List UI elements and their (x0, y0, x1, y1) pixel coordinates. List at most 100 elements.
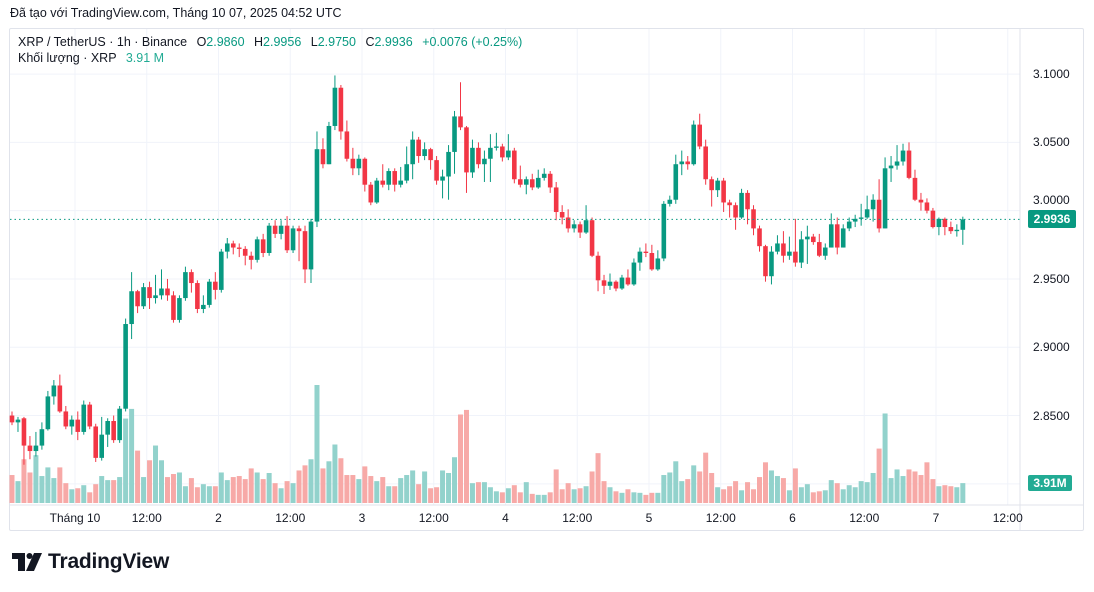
candle (290, 225, 296, 253)
volume-bar (326, 461, 332, 503)
volume-bar (33, 455, 39, 503)
volume-bar (810, 492, 816, 503)
volume-bar (900, 476, 906, 503)
candle-body (577, 224, 583, 233)
candle (601, 274, 607, 294)
candle (452, 110, 457, 174)
volume-bar (649, 492, 655, 503)
candle-body (87, 404, 93, 427)
candle (254, 236, 260, 263)
volume-bar (930, 479, 936, 503)
volume-bar (129, 408, 135, 503)
candle-body (446, 151, 451, 177)
candle (183, 266, 188, 301)
candle-body (111, 421, 116, 441)
candle-body (69, 419, 75, 427)
volume-bar (428, 488, 434, 503)
candle-body (416, 139, 421, 157)
candle-body (248, 255, 254, 260)
volume-bar (589, 471, 595, 503)
volume-bar (685, 479, 691, 503)
volume-bar (410, 470, 416, 503)
volume-bar (81, 485, 87, 503)
candle-body (63, 411, 69, 427)
volume-bar (625, 489, 631, 503)
close-label: C (365, 35, 375, 49)
candle-body (781, 243, 786, 256)
grid-lines (10, 29, 1020, 505)
volume-bars (9, 385, 966, 503)
candle (386, 168, 392, 191)
candle-body (643, 251, 649, 253)
volume-bar (170, 474, 176, 503)
candle (260, 233, 266, 258)
candle-body (302, 231, 308, 270)
current-volume-label: 3.91M (1028, 475, 1072, 491)
candle (733, 202, 738, 230)
candle-body (242, 248, 248, 256)
candle (39, 422, 45, 450)
candle (87, 401, 93, 430)
volume-bar (631, 492, 637, 503)
volume-bar (302, 465, 308, 503)
candle-body (601, 280, 607, 286)
candle (709, 176, 714, 207)
tradingview-logo[interactable]: TradingView (12, 550, 169, 574)
candle-body (422, 149, 427, 157)
price-tick-label: 2.8500 (1033, 408, 1070, 423)
volume-bar (786, 490, 792, 503)
volume-bar (852, 487, 858, 503)
volume-bar (774, 476, 780, 503)
candle (751, 205, 756, 236)
candle (494, 132, 499, 151)
volume-legend[interactable]: Khối lượng · XRP 3.91 M (18, 51, 164, 66)
candle (565, 209, 571, 233)
time-tick-label: 5 (645, 511, 653, 525)
candle (45, 390, 51, 431)
candle (547, 171, 553, 193)
candle-body (308, 221, 314, 270)
volume-bar (51, 478, 57, 503)
candle-body (852, 218, 858, 222)
volume-bar (380, 477, 386, 503)
candle-body (464, 127, 469, 173)
candle (811, 233, 816, 245)
candle (111, 415, 116, 443)
volume-bar (188, 478, 194, 503)
candle-body (565, 217, 571, 229)
volume-bar (356, 479, 362, 503)
candle-body (954, 229, 960, 232)
volume-bar (230, 477, 236, 503)
volume-bar (212, 486, 218, 503)
volume-bar (655, 492, 661, 503)
candle-body (452, 116, 457, 152)
candle (195, 280, 200, 314)
candle-body (751, 209, 756, 229)
volume-bar (768, 470, 774, 503)
candle-body (362, 158, 368, 185)
candle (81, 400, 87, 435)
candle-body (769, 251, 774, 277)
open-value: 2.9860 (206, 35, 245, 49)
candle-body (673, 164, 679, 200)
candle (631, 258, 637, 286)
volume-bar (858, 481, 864, 503)
candle (434, 156, 439, 185)
candle (470, 139, 475, 178)
candle (374, 177, 380, 204)
candle (852, 214, 858, 228)
close-value: 2.9936 (374, 35, 413, 49)
symbol-legend[interactable]: XRP / TetherUS · 1h · Binance O2.9860 H2… (18, 35, 522, 50)
candle-body (488, 147, 493, 159)
candle (888, 156, 894, 182)
candle (607, 273, 613, 290)
volume-bar (541, 494, 547, 503)
candle-body (386, 171, 392, 185)
volume-bar (278, 488, 284, 503)
volume-bar (924, 462, 930, 503)
volume-bar (517, 492, 523, 503)
volume-bar (882, 413, 888, 503)
candle (171, 291, 176, 323)
candle (332, 75, 338, 131)
